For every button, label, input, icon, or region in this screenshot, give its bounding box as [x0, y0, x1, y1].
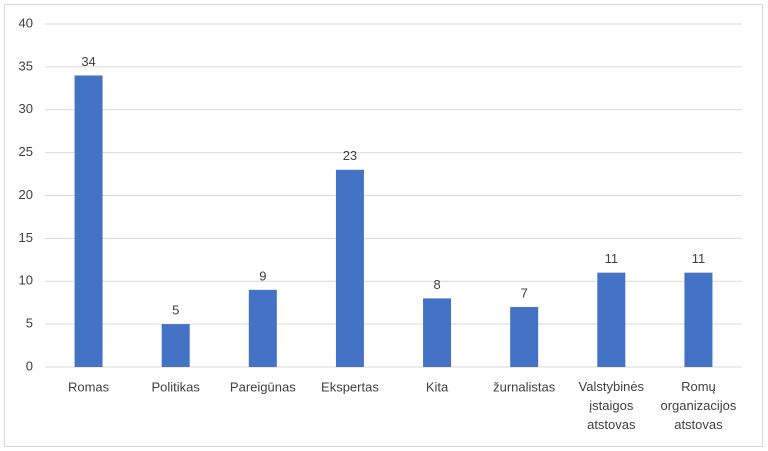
- y-tick-label: 15: [19, 230, 33, 245]
- x-tick-label: Ekspertas: [321, 379, 379, 394]
- bar: [335, 169, 364, 367]
- y-tick-label: 5: [26, 316, 33, 331]
- y-tick-label: 0: [26, 358, 33, 373]
- bar: [161, 324, 190, 367]
- x-tick-label: Valstybinės įstaigos atstovas: [579, 379, 645, 432]
- data-label: 11: [605, 251, 619, 266]
- y-tick-label: 10: [19, 273, 33, 288]
- bar: [423, 298, 452, 367]
- x-tick-label: Romų organizacijos atstovas: [661, 379, 737, 432]
- y-tick-label: 30: [19, 101, 33, 116]
- y-tick-label: 40: [19, 15, 33, 30]
- bar: [510, 306, 539, 367]
- chart-border: [4, 4, 763, 447]
- x-tick-label: Kita: [426, 379, 449, 394]
- x-tick-label: žurnalistas: [493, 379, 556, 394]
- bar: [684, 272, 713, 367]
- x-tick-label: Pareigūnas: [230, 379, 296, 394]
- x-tick-label: Romas: [68, 379, 110, 394]
- bar: [74, 75, 103, 367]
- data-label: 8: [433, 277, 440, 292]
- y-tick-label: 20: [19, 187, 33, 202]
- y-tick-label: 25: [19, 144, 33, 159]
- y-tick-label: 35: [19, 58, 33, 73]
- data-label: 5: [172, 303, 179, 318]
- data-label: 34: [81, 54, 95, 69]
- data-label: 7: [521, 285, 528, 300]
- bar: [248, 289, 277, 367]
- data-label: 11: [692, 251, 706, 266]
- bar: [597, 272, 626, 367]
- data-label: 23: [343, 148, 357, 163]
- x-tick-label: Politikas: [151, 379, 200, 394]
- data-label: 9: [259, 268, 266, 283]
